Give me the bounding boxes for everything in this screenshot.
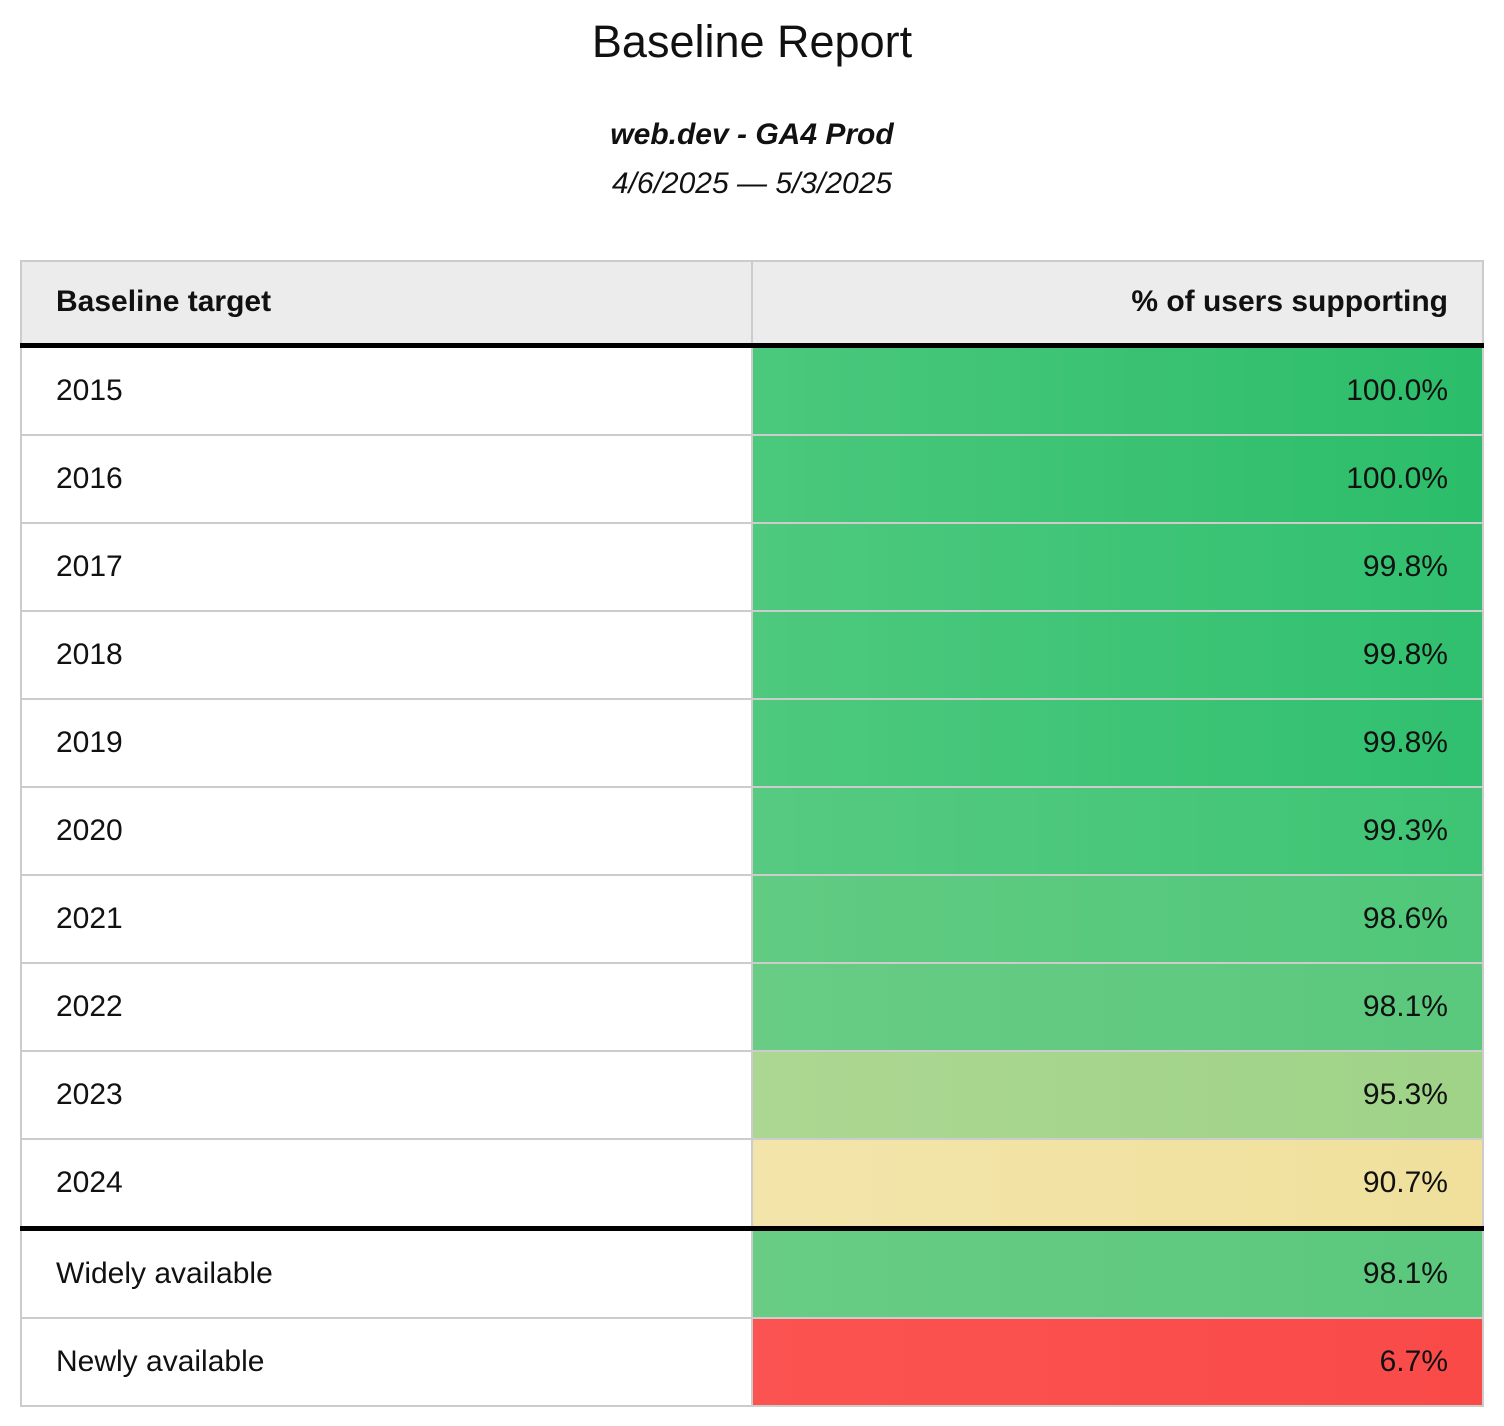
users-supporting-cell: 6.7%: [752, 1316, 1483, 1406]
table-row: 2019 99.8%: [21, 697, 1483, 787]
baseline-target-cell: Newly available: [21, 1316, 753, 1406]
users-supporting-cell: 99.8%: [752, 697, 1483, 787]
baseline-target-cell: 2019: [21, 697, 753, 787]
users-supporting-cell: 100.0%: [752, 433, 1483, 523]
column-header-users-supporting: % of users supporting: [752, 260, 1483, 348]
table-row: Widely available 98.1%: [21, 1225, 1483, 1318]
report-property-name: web.dev - GA4 Prod: [610, 117, 894, 151]
baseline-table: Baseline target % of users supporting 20…: [20, 259, 1484, 1407]
users-supporting-cell: 95.3%: [752, 1049, 1483, 1139]
users-supporting-cell: 98.1%: [752, 1225, 1483, 1318]
table-row: Newly available 6.7%: [21, 1316, 1483, 1406]
baseline-target-cell: 2016: [21, 433, 753, 523]
page-title: Baseline Report: [591, 16, 913, 67]
table-header-row: Baseline target % of users supporting: [21, 260, 1483, 348]
table-row: 2017 99.8%: [21, 521, 1483, 611]
users-supporting-cell: 99.8%: [752, 609, 1483, 699]
table-row: 2018 99.8%: [21, 609, 1483, 699]
table-body: 2015 100.0% 2016 100.0% 2017 99.8% 2018 99.8% 20…: [21, 344, 1483, 1406]
table-row: 2016 100.0%: [21, 433, 1483, 523]
baseline-target-cell: 2015: [21, 344, 753, 435]
users-supporting-cell: 99.8%: [752, 521, 1483, 611]
baseline-target-cell: 2021: [21, 873, 753, 963]
baseline-target-cell: 2017: [21, 521, 753, 611]
table-row: 2023 95.3%: [21, 1049, 1483, 1139]
users-supporting-cell: 99.3%: [752, 785, 1483, 875]
table-row: 2015 100.0%: [21, 344, 1483, 435]
table-row: 2022 98.1%: [21, 961, 1483, 1051]
baseline-target-cell: 2024: [21, 1137, 753, 1229]
users-supporting-cell: 90.7%: [752, 1137, 1483, 1229]
table-row: 2021 98.6%: [21, 873, 1483, 963]
baseline-target-cell: 2022: [21, 961, 753, 1051]
users-supporting-cell: 98.1%: [752, 961, 1483, 1051]
users-supporting-cell: 98.6%: [752, 873, 1483, 963]
baseline-target-cell: Widely available: [21, 1225, 753, 1318]
baseline-target-cell: 2023: [21, 1049, 753, 1139]
report-date-range: 4/6/2025 — 5/3/2025: [611, 166, 893, 200]
baseline-target-cell: 2020: [21, 785, 753, 875]
table-row: 2020 99.3%: [21, 785, 1483, 875]
users-supporting-cell: 100.0%: [752, 344, 1483, 435]
column-header-baseline-target: Baseline target: [21, 260, 753, 348]
table-row: 2024 90.7%: [21, 1137, 1483, 1229]
baseline-target-cell: 2018: [21, 609, 753, 699]
